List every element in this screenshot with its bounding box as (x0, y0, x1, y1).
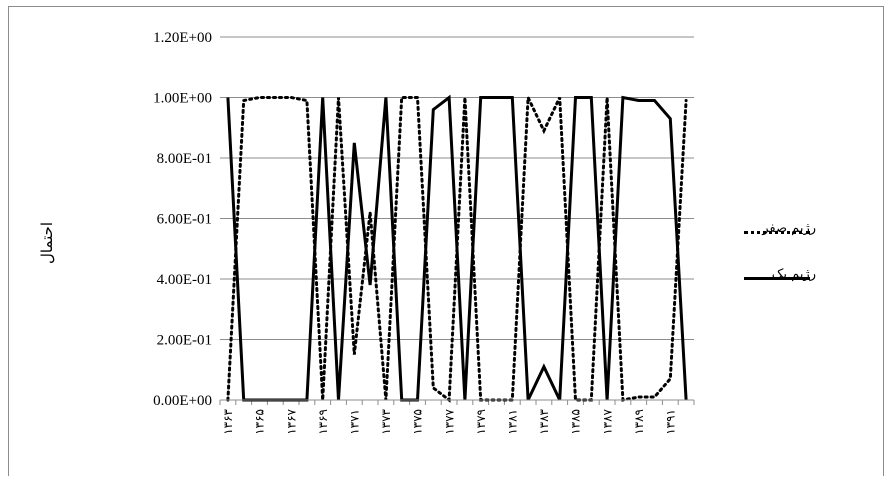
legend-swatch-solid (744, 277, 810, 280)
series-0-point (353, 353, 356, 356)
series-1-point (590, 96, 593, 99)
y-tick-label: 6.00E-01 (157, 212, 212, 228)
series-0-point (290, 96, 293, 99)
series-0-point (653, 395, 656, 398)
series-1-point (226, 96, 229, 99)
series-0-point (337, 96, 340, 99)
x-tick-label: ۱۳۶۵ (253, 409, 267, 435)
series-1-point (637, 99, 640, 102)
series-0-point (669, 377, 672, 380)
series-0-point (369, 211, 372, 214)
series-0-point (305, 99, 308, 102)
x-tick-label: ۱۳۷۵ (411, 409, 425, 435)
chart-plot: 0.00E+00 2.00E-01 4.00E-01 6.00E-01 8.00E-01… (153, 30, 695, 435)
series-0-point (558, 96, 561, 99)
x-tick-label: ۱۳۸۷ (600, 408, 614, 434)
series-1-point (653, 99, 656, 102)
series-1-point (384, 96, 387, 99)
x-tick-label: ۱۳۶۷ (284, 408, 298, 434)
x-tick-label: ۱۳۸۹ (632, 409, 646, 435)
series-0-point (463, 96, 466, 99)
x-tick-label: ۱۳۶۹ (316, 409, 330, 435)
x-tick-label: ۱۳۸۵ (569, 409, 583, 435)
x-tick-label: ۱۳۷۹ (474, 409, 488, 435)
series-1-point (621, 96, 624, 99)
series-0-point (685, 99, 688, 102)
series-1-point (542, 365, 545, 368)
y-tick-label: 1.20E+00 (153, 30, 212, 46)
x-tick-label: ۱۳۸۱ (506, 409, 520, 435)
series-1-point (448, 96, 451, 99)
x-tick-label: ۱۳۶۳ (221, 408, 235, 434)
legend-item-regime-one: رژیم یک (744, 267, 884, 289)
chart-frame: 0.00E+00 2.00E-01 4.00E-01 6.00E-01 8.00E-01… (8, 6, 884, 476)
series-0-point (258, 96, 261, 99)
series-0-point (400, 96, 403, 99)
legend: رژیم صفر رژیم یک (744, 221, 884, 313)
series-1-point (353, 141, 356, 144)
x-tick-label: ۱۳۸۳ (537, 408, 551, 434)
series-1-point (495, 96, 498, 99)
series-0-point (242, 99, 245, 102)
x-tick-label: ۱۳۷۷ (442, 408, 456, 434)
series-1-point (511, 96, 514, 99)
legend-item-regime-zero: رژیم صفر (744, 221, 884, 243)
series-1-point (369, 284, 372, 287)
x-tick-label: ۱۳۷۱ (348, 409, 362, 435)
series-0-point (637, 395, 640, 398)
y-tick-label: 0.00E+00 (153, 393, 212, 409)
series-1-point (432, 108, 435, 111)
series-1-point (479, 96, 482, 99)
series-1-point (669, 117, 672, 120)
y-tick-label: 1.00E+00 (153, 91, 212, 107)
legend-swatch-dotted (744, 231, 810, 234)
y-axis-label: احتمال (38, 221, 56, 265)
y-tick-label: 2.00E-01 (157, 333, 212, 349)
series-0-point (606, 96, 609, 99)
x-tick-label: ۱۳۹۱ (664, 409, 678, 435)
y-tick-label: 4.00E-01 (157, 272, 212, 288)
series-0-point (416, 96, 419, 99)
series-1-point (574, 96, 577, 99)
y-tick-label: 8.00E-01 (157, 151, 212, 167)
x-tick-label: ۱۳۷۳ (379, 408, 393, 434)
series-1-point (321, 96, 324, 99)
series-0-point (542, 129, 545, 132)
series-line-1 (226, 94, 688, 402)
series-0-point (274, 96, 277, 99)
series-0-point (432, 386, 435, 389)
series-0-point (527, 96, 530, 99)
